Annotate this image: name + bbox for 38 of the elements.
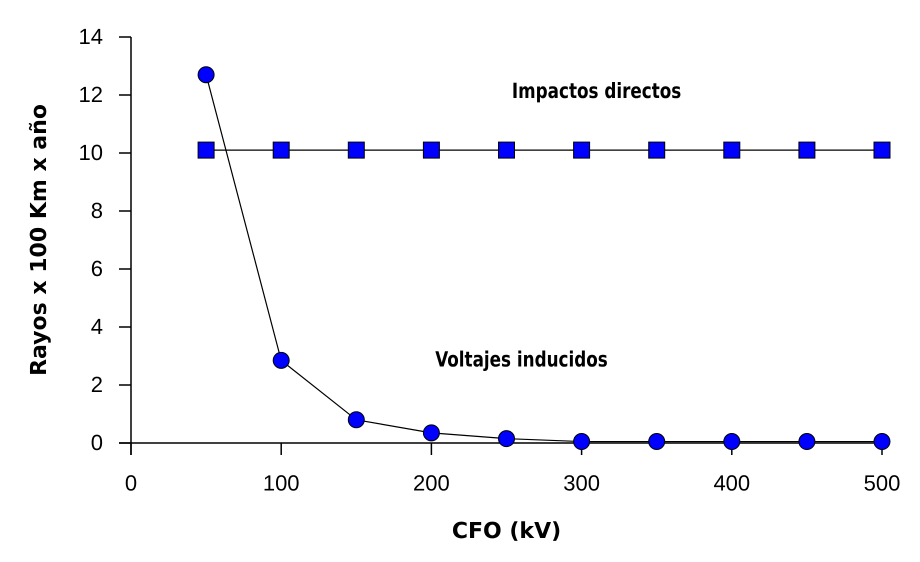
y-tick-label: 14 (78, 24, 103, 50)
point (348, 142, 365, 159)
x-axis-title: CFO (kV) (452, 519, 562, 544)
point (723, 142, 740, 159)
point (648, 433, 666, 450)
x-tick-label: 0 (124, 470, 138, 496)
y-axis-title: Rayos x 100 Km x año (27, 104, 52, 376)
x-tick-label: 400 (713, 470, 750, 496)
point (798, 433, 816, 450)
point (573, 142, 590, 159)
text: Voltajes inducidos (435, 348, 608, 372)
point (874, 142, 890, 159)
x-tick-label: 200 (413, 470, 450, 496)
point (272, 142, 290, 159)
y-tick-label: 6 (90, 256, 103, 282)
y-tick-label: 12 (78, 82, 103, 108)
point (198, 142, 215, 159)
y-tick-label: 10 (78, 140, 103, 166)
series-label: Impactos directos (512, 79, 682, 104)
point (648, 142, 666, 159)
y-tick-label: 0 (90, 430, 103, 456)
x-tick-label: 300 (563, 470, 600, 496)
point (422, 424, 440, 442)
x-tick-label: 100 (262, 470, 300, 496)
y-tick-label: 8 (90, 198, 103, 224)
point (348, 411, 365, 428)
point (723, 433, 740, 450)
point (498, 142, 515, 159)
y-tick-label: 4 (90, 314, 103, 340)
point (198, 66, 215, 84)
y-tick-label: 2 (90, 372, 103, 398)
point (874, 433, 890, 450)
point (498, 430, 515, 448)
point (272, 352, 290, 369)
point (573, 433, 590, 450)
x-tick-label: 500 (864, 470, 900, 496)
point (798, 142, 816, 159)
point (422, 142, 440, 159)
